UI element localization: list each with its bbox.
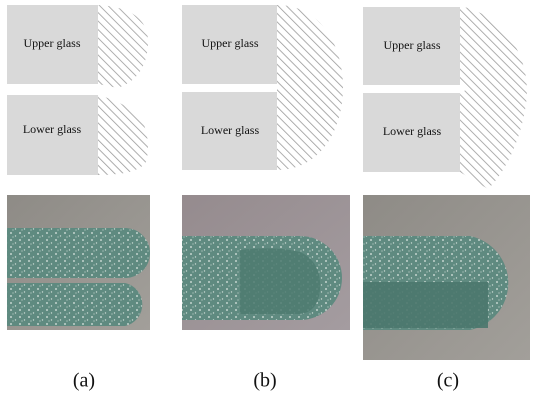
caption: (c) — [437, 370, 459, 392]
upper-label: Upper glass — [24, 36, 81, 50]
hatch — [460, 6, 527, 189]
hatch — [98, 5, 148, 88]
upper-label: Upper glass — [202, 36, 259, 50]
photo-a — [7, 195, 150, 330]
panel-b-schematic: Upper glass Lower glass — [182, 5, 343, 170]
lower-label: Lower glass — [23, 122, 82, 136]
photo-c — [363, 195, 530, 360]
photo-b — [182, 195, 350, 330]
hatch — [277, 5, 343, 170]
glass-edge — [7, 283, 142, 326]
panel-a-schematic: Upper glass Lower glass — [7, 5, 148, 175]
sealed-region — [363, 282, 488, 328]
panel-c-schematic: Upper glass Lower glass — [363, 6, 527, 189]
lower-label: Lower glass — [383, 124, 442, 138]
caption: (a) — [73, 370, 95, 392]
hatch — [98, 95, 148, 175]
upper-label: Upper glass — [384, 38, 441, 52]
sealed-region — [240, 248, 320, 314]
figure: Upper glass Lower glass Upper glass Lowe… — [0, 0, 533, 397]
glass-edge — [7, 228, 150, 278]
caption: (b) — [253, 370, 276, 392]
lower-label: Lower glass — [201, 123, 260, 137]
